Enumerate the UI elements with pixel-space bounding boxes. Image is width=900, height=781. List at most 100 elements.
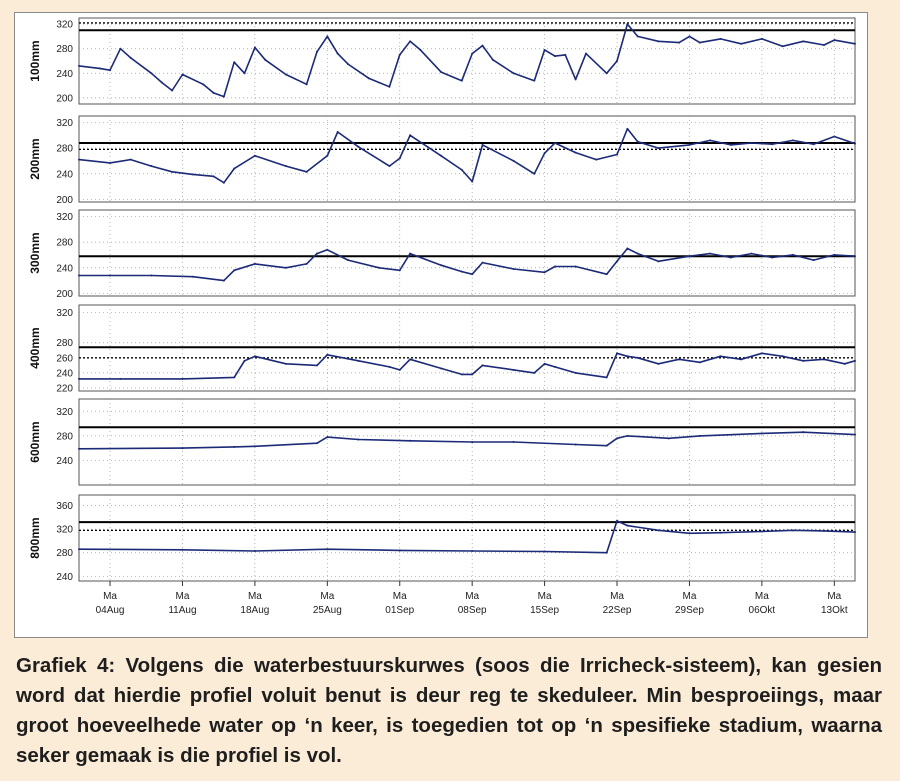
data-point bbox=[616, 519, 619, 522]
soil-water-series-600mm bbox=[78, 431, 856, 450]
data-point bbox=[398, 368, 401, 371]
chart-frame: 200 240 280 320 100mm 200 240 280 320 200mm 200 240… bbox=[14, 12, 868, 638]
soil-water-series-200mm bbox=[78, 128, 856, 184]
data-point bbox=[854, 433, 856, 436]
data-point bbox=[781, 355, 784, 358]
data-point bbox=[626, 23, 629, 26]
data-point bbox=[657, 362, 660, 365]
data-point bbox=[698, 434, 701, 437]
data-point bbox=[543, 271, 546, 274]
soil-water-series-100mm bbox=[78, 23, 856, 98]
data-point bbox=[533, 172, 536, 175]
data-point bbox=[616, 60, 619, 62]
data-point bbox=[553, 141, 556, 144]
data-point bbox=[553, 265, 556, 268]
y-axis-label: 400mm bbox=[28, 327, 42, 368]
data-point bbox=[729, 143, 732, 146]
panel-frame bbox=[78, 115, 856, 203]
y-tick-label: 280 bbox=[56, 548, 73, 559]
data-point bbox=[667, 437, 670, 440]
data-point bbox=[150, 72, 153, 75]
data-point bbox=[78, 274, 80, 277]
data-point bbox=[191, 275, 194, 278]
data-point bbox=[419, 48, 422, 51]
data-point bbox=[709, 252, 712, 255]
data-point bbox=[222, 95, 225, 98]
data-point bbox=[657, 147, 660, 150]
x-tick-date-label: 18Aug bbox=[240, 605, 269, 616]
data-point bbox=[326, 353, 329, 356]
data-point bbox=[688, 143, 691, 146]
panel-frame bbox=[78, 17, 856, 105]
data-point bbox=[543, 48, 546, 51]
data-point bbox=[636, 35, 639, 38]
data-point bbox=[409, 439, 412, 442]
data-point bbox=[791, 253, 794, 256]
data-point bbox=[605, 273, 608, 276]
data-point bbox=[854, 359, 856, 362]
data-point bbox=[812, 259, 815, 262]
figure-caption: Grafiek 4: Volgens die waterbestuurskurw… bbox=[16, 654, 882, 767]
data-point bbox=[233, 61, 236, 64]
data-point bbox=[605, 444, 608, 447]
data-point bbox=[729, 256, 732, 259]
data-point bbox=[315, 442, 318, 445]
data-point bbox=[678, 358, 681, 361]
y-tick-label: 320 bbox=[56, 212, 73, 223]
data-point bbox=[791, 139, 794, 142]
data-point bbox=[336, 52, 339, 55]
data-point bbox=[191, 173, 194, 176]
data-point bbox=[253, 154, 256, 157]
x-tick-day-label: Ma bbox=[827, 591, 841, 602]
data-point bbox=[854, 255, 856, 258]
data-point bbox=[833, 135, 836, 138]
data-point bbox=[181, 447, 184, 450]
y-tick-label: 240 bbox=[56, 456, 73, 467]
data-point bbox=[181, 73, 184, 76]
data-point bbox=[305, 83, 308, 86]
data-point bbox=[315, 50, 318, 53]
y-tick-label: 200 bbox=[56, 195, 73, 206]
data-point bbox=[491, 58, 494, 61]
data-point bbox=[843, 362, 846, 365]
data-point bbox=[781, 45, 784, 48]
data-point bbox=[481, 44, 484, 47]
data-point bbox=[750, 141, 753, 144]
x-tick-date-label: 25Aug bbox=[313, 605, 342, 616]
data-point bbox=[760, 530, 763, 533]
data-point bbox=[471, 441, 474, 443]
data-point bbox=[574, 371, 577, 374]
panel-frame bbox=[78, 494, 856, 582]
data-point bbox=[750, 252, 753, 255]
data-point bbox=[326, 35, 329, 38]
data-point bbox=[171, 170, 174, 173]
data-point bbox=[78, 377, 80, 380]
data-point bbox=[253, 355, 256, 358]
data-point bbox=[512, 441, 515, 443]
data-point bbox=[398, 157, 401, 160]
data-point bbox=[326, 248, 329, 251]
data-point bbox=[202, 83, 205, 86]
y-tick-label: 240 bbox=[56, 169, 73, 180]
data-point bbox=[833, 253, 836, 256]
data-point bbox=[854, 42, 856, 45]
x-tick-date-label: 04Aug bbox=[96, 605, 125, 616]
data-point bbox=[326, 436, 329, 439]
data-point bbox=[471, 273, 474, 276]
data-point bbox=[543, 550, 546, 553]
data-point bbox=[802, 40, 805, 43]
data-point bbox=[315, 252, 318, 255]
data-point bbox=[98, 67, 101, 70]
data-point bbox=[626, 355, 629, 358]
data-point bbox=[471, 549, 474, 552]
data-point bbox=[243, 72, 246, 75]
data-point bbox=[388, 85, 391, 88]
y-tick-label: 280 bbox=[56, 238, 73, 249]
y-axis-label: 300mm bbox=[28, 232, 42, 273]
data-point bbox=[822, 529, 825, 532]
data-point bbox=[574, 151, 577, 154]
data-point bbox=[315, 364, 318, 367]
data-point bbox=[771, 256, 774, 259]
data-point bbox=[326, 548, 329, 551]
data-point bbox=[212, 91, 215, 94]
